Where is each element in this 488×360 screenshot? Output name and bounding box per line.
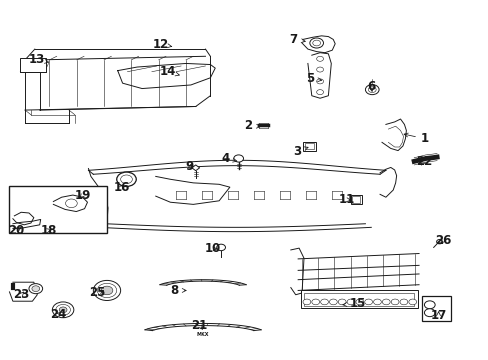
Circle shape [117,172,136,186]
Text: 21: 21 [191,319,207,332]
Circle shape [97,283,117,298]
Circle shape [29,284,42,294]
Bar [20,58,45,72]
Circle shape [303,299,310,305]
Text: 19: 19 [74,189,91,202]
Text: 6: 6 [366,80,375,93]
Circle shape [101,286,113,295]
Text: 20: 20 [8,224,24,237]
Circle shape [364,299,372,305]
Text: 12: 12 [152,38,171,51]
Circle shape [355,299,363,305]
Text: 2: 2 [244,119,260,132]
Circle shape [373,299,381,305]
Text: 1: 1 [403,132,428,145]
Text: 25: 25 [89,287,105,300]
Text: 26: 26 [434,234,451,247]
Text: 10: 10 [204,242,220,255]
Bar [350,195,361,204]
Text: 5: 5 [305,72,321,85]
Polygon shape [191,165,199,171]
Circle shape [312,40,320,46]
Bar [303,141,315,150]
Circle shape [436,239,442,244]
Text: MKX: MKX [196,332,209,337]
Text: 3: 3 [292,145,307,158]
Circle shape [346,299,354,305]
Circle shape [424,301,434,309]
Circle shape [32,286,40,292]
Circle shape [424,309,434,317]
Circle shape [399,299,407,305]
Circle shape [233,155,243,162]
Circle shape [382,299,389,305]
Text: 11: 11 [338,193,354,206]
Circle shape [408,299,416,305]
Text: 8: 8 [170,284,186,297]
Bar [300,290,417,309]
Circle shape [216,244,225,251]
Bar [9,186,107,233]
Bar [305,143,313,149]
Bar [304,293,413,306]
Circle shape [121,175,132,184]
Text: 15: 15 [342,297,365,310]
Circle shape [65,199,77,208]
Text: 9: 9 [185,160,194,173]
Circle shape [56,305,70,315]
Circle shape [390,299,398,305]
Circle shape [311,299,319,305]
Text: 4: 4 [222,152,236,165]
Text: 23: 23 [13,288,29,301]
Circle shape [93,280,121,301]
Text: 7: 7 [288,33,305,46]
Circle shape [316,67,323,72]
Text: 17: 17 [429,309,446,322]
Circle shape [316,56,323,61]
Circle shape [52,302,74,318]
Circle shape [365,85,378,95]
Circle shape [59,307,67,313]
Circle shape [329,299,337,305]
Circle shape [309,38,323,48]
Circle shape [316,79,323,84]
Text: 16: 16 [113,181,129,194]
Text: 18: 18 [40,224,57,237]
Bar [351,197,359,203]
Circle shape [316,90,323,95]
Bar [421,296,450,320]
Text: 22: 22 [415,155,431,168]
Circle shape [367,87,375,93]
Circle shape [338,299,346,305]
Text: 14: 14 [159,65,179,78]
Text: 13: 13 [29,53,49,66]
Text: 24: 24 [50,308,66,321]
Circle shape [320,299,328,305]
